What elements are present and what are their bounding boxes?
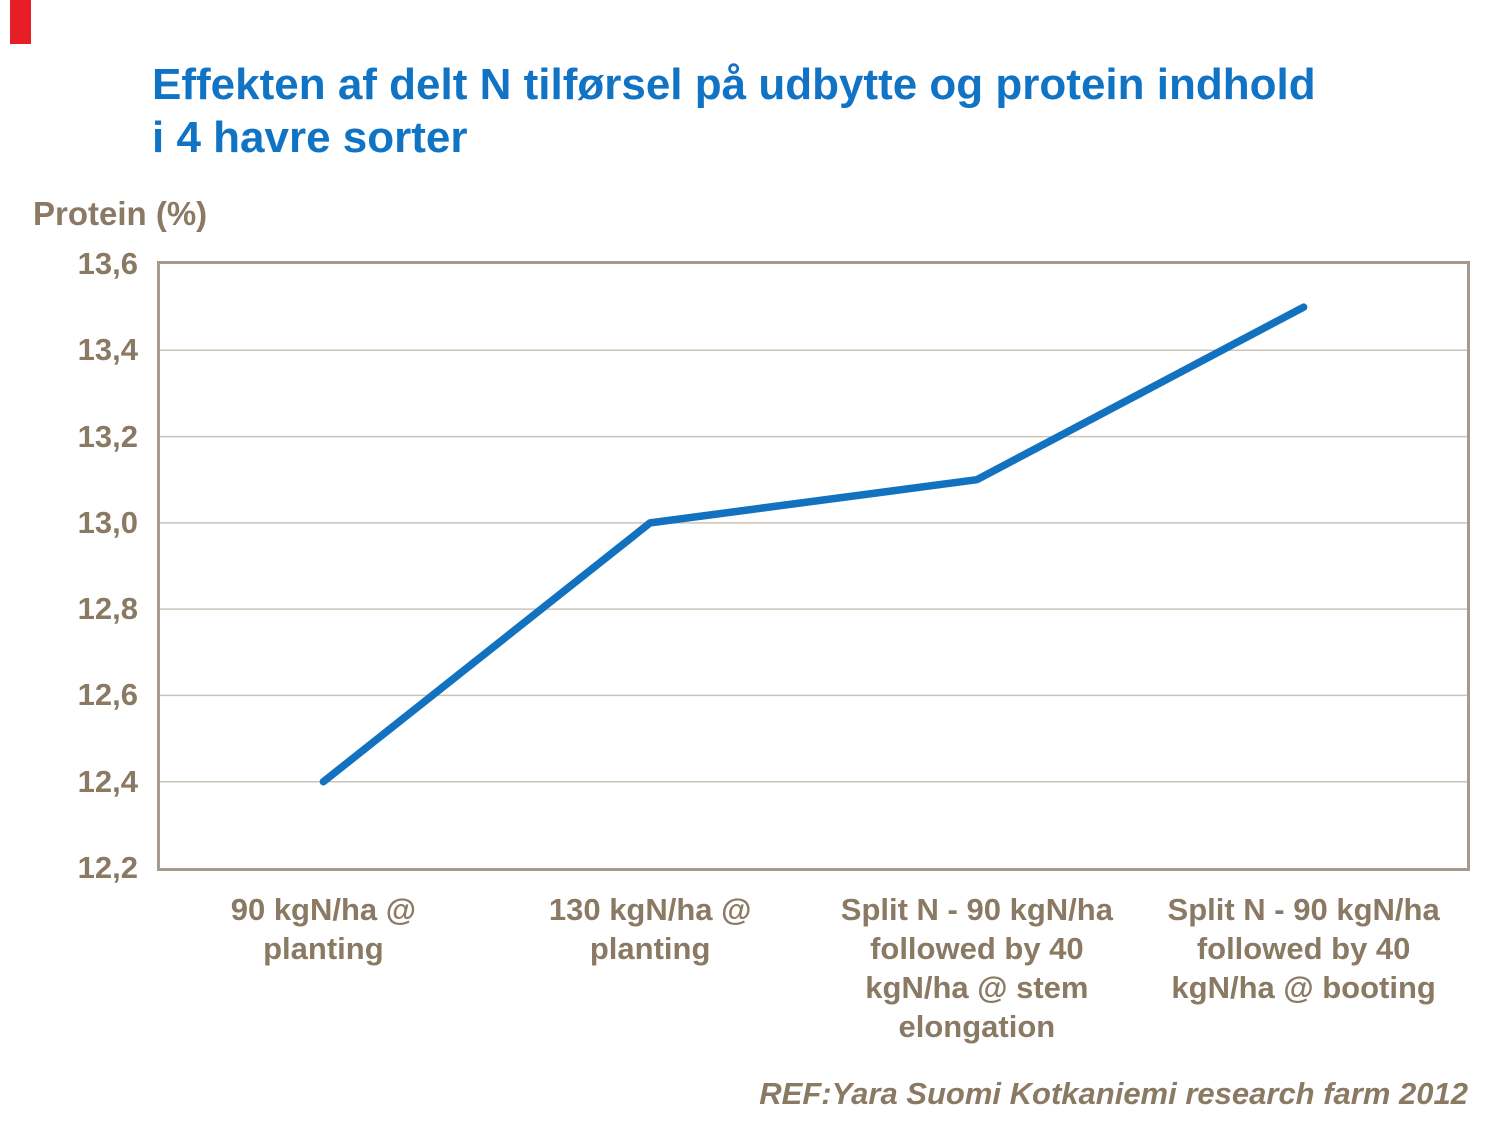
y-tick-label: 13,6: [77, 246, 138, 281]
x-category-label: 90 kgN/ha @ planting: [230, 892, 417, 966]
x-category-label: Split N - 90 kgN/ha followed by 40 kgN/h…: [840, 892, 1113, 1044]
chart-title: Effekten af delt N tilførsel på udbytte …: [152, 58, 1316, 164]
y-tick-label: 12,4: [77, 763, 138, 799]
red-accent-bar: [10, 0, 31, 44]
x-axis-category-labels: 90 kgN/ha @ planting 130 kgN/ha @ plantin…: [160, 890, 1467, 1060]
x-category-label: Split N - 90 kgN/ha followed by 40 kgN/h…: [1167, 892, 1440, 1005]
y-axis-title: Protein (%): [33, 195, 208, 232]
x-category-label: 130 kgN/ha @ planting: [548, 892, 752, 966]
plot-area: [157, 261, 1470, 871]
y-tick-label: 13,2: [77, 418, 138, 454]
y-tick-label: 12,6: [77, 677, 138, 713]
chart-title-line1: Effekten af delt N tilførsel på udbytte …: [152, 60, 1316, 109]
protein-line-chart: [160, 303, 1467, 786]
reference-text: REF:Yara Suomi Kotkaniemi research farm …: [759, 1076, 1468, 1111]
y-tick-label: 12,2: [77, 850, 138, 885]
y-tick-label: 12,8: [77, 591, 138, 627]
y-tick-label: 13,4: [77, 332, 138, 368]
y-axis-tick-labels: 13,6 13,4 13,2 13,0 12,8 12,6 12,4 12,2: [20, 246, 138, 885]
y-tick-label: 13,0: [77, 504, 138, 540]
chart-title-line2: i 4 havre sorter: [152, 113, 468, 162]
